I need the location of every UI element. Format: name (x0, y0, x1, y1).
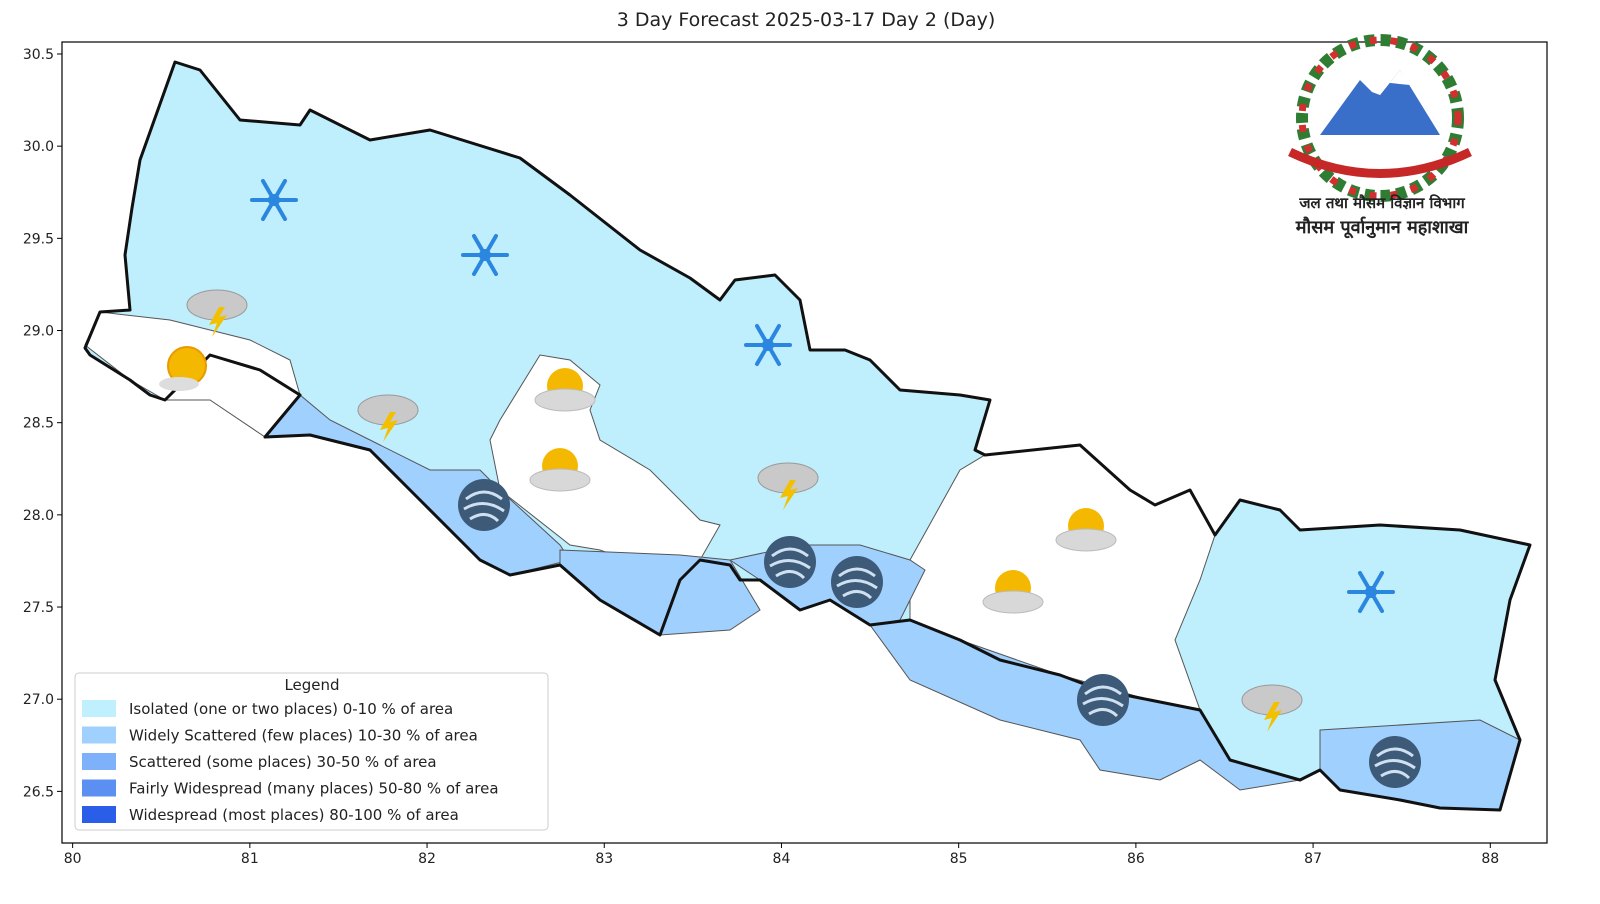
legend: Legend Isolated (one or two places) 0-10… (74, 672, 549, 831)
region-widely-scattered (728, 544, 926, 626)
y-tick-label: 27.5 (23, 600, 54, 616)
wind-icon (1367, 734, 1423, 790)
country-border (83, 60, 1532, 812)
x-tick-label: 84 (773, 851, 791, 867)
x-tick-label: 81 (241, 851, 259, 867)
plot-frame (61, 41, 1548, 844)
legend-swatch (82, 753, 116, 770)
legend-swatch (82, 806, 116, 823)
region-none (489, 354, 721, 581)
y-tick-label: 28.5 (23, 416, 54, 432)
x-tick-label: 86 (1127, 851, 1145, 867)
y-tick-label: 29.0 (23, 324, 54, 340)
x-tick-label: 80 (64, 851, 82, 867)
legend-swatch (82, 726, 116, 744)
legend-label: Scattered (some places) 30-50 % of area (129, 753, 437, 771)
x-tick-label: 88 (1481, 851, 1499, 867)
map-title: 3 Day Forecast 2025-03-17 Day 2 (Day) (617, 9, 996, 31)
legend-label: Widespread (most places) 80-100 % of are… (129, 806, 459, 824)
legend-label: Fairly Widespread (many places) 50-80 % … (129, 780, 499, 798)
wind-icon (456, 477, 512, 533)
y-tick-label: 26.5 (23, 784, 54, 800)
y-tick-label: 30.5 (23, 47, 54, 63)
logo-text: जल तथा मौसम विज्ञान विभाग (1298, 194, 1465, 212)
y-tick-label: 29.5 (23, 231, 54, 247)
logo-text: मौसम पूर्वानुमान महाशाखा (1295, 216, 1470, 239)
legend-swatch (82, 700, 116, 717)
y-tick-label: 28.0 (23, 508, 54, 524)
legend-title: Legend (284, 676, 339, 694)
wind-icon (1075, 672, 1131, 728)
y-tick-label: 30.0 (23, 139, 54, 155)
legend-swatch (82, 779, 116, 797)
legend-box (74, 672, 549, 831)
legend-label: Widely Scattered (few places) 10-30 % of… (129, 727, 478, 745)
x-tick-label: 82 (418, 851, 436, 867)
y-tick-label: 27.0 (23, 692, 54, 708)
x-tick-label: 83 (595, 851, 613, 867)
logo: जल तथा मौसम विज्ञान विभाग मौसम पूर्वानुम… (1288, 34, 1472, 239)
nepal-map (83, 60, 1532, 812)
wind-icon (829, 554, 885, 610)
x-tick-label: 85 (950, 851, 968, 867)
wind-icon (762, 534, 818, 590)
x-tick-label: 87 (1304, 851, 1322, 867)
legend-label: Isolated (one or two places) 0-10 % of a… (129, 700, 453, 718)
